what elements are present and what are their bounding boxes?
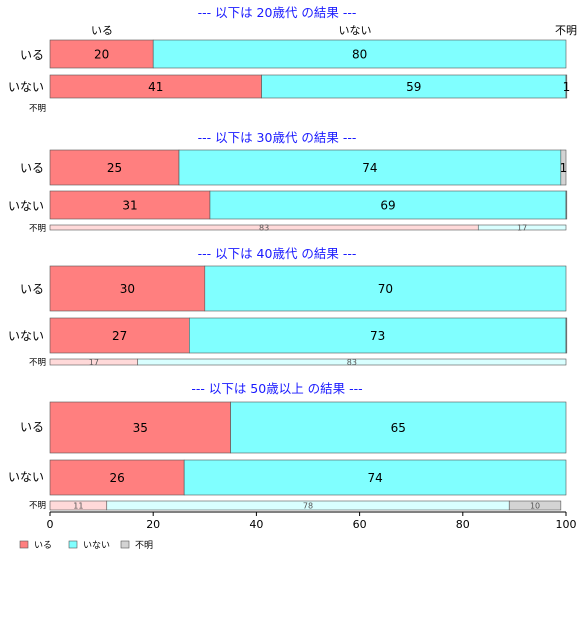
data-label: 26 — [109, 471, 124, 485]
x-tick-label: 20 — [146, 518, 160, 531]
bar-segment-不明 — [508, 500, 562, 511]
row-label: いる — [20, 282, 44, 296]
data-label: 30 — [120, 282, 135, 296]
top-axis-label: いる — [91, 24, 113, 37]
data-label: 83 — [347, 358, 357, 367]
legend-swatch — [120, 540, 130, 549]
legend-label: 不明 — [135, 540, 153, 551]
panel-title: --- 以下は 40歳代 の結果 --- — [198, 246, 357, 261]
data-label: 35 — [133, 421, 148, 435]
data-label: 65 — [391, 421, 406, 435]
row-label: いる — [20, 161, 44, 175]
data-label: 74 — [362, 161, 377, 175]
bar-segment-いる — [49, 149, 180, 186]
bar-segment-いない — [204, 265, 567, 312]
data-label: 31 — [122, 198, 137, 212]
row-label: 不明 — [29, 224, 46, 234]
data-label: 83 — [259, 223, 269, 232]
top-axis-label: 不明 — [555, 24, 577, 37]
legend-swatch — [19, 540, 29, 549]
bar-segment-いない — [477, 224, 567, 231]
top-axis-label: いない — [339, 24, 372, 37]
bar-segment-いない — [152, 39, 567, 69]
legend-swatch — [68, 540, 78, 549]
row-label: いる — [20, 48, 44, 62]
bar-segment-いない — [189, 317, 567, 354]
data-label: 70 — [378, 282, 393, 296]
data-label: 78 — [303, 501, 313, 510]
data-label: 74 — [367, 471, 382, 485]
bar-segment-いない — [209, 190, 567, 220]
panel-title: --- 以下は 30歳代 の結果 --- — [198, 130, 357, 145]
data-label: 27 — [112, 329, 127, 343]
bar-segment-いる — [49, 39, 154, 69]
bar-segment-不明 — [565, 74, 568, 99]
bar-segment-不明 — [565, 317, 568, 354]
bar-segment-いる — [49, 459, 185, 496]
row-label: いない — [8, 80, 44, 94]
bar-segment-いる — [49, 265, 206, 312]
legend-label: いない — [83, 540, 110, 551]
data-label: 17 — [89, 358, 99, 367]
row-label: いない — [8, 470, 44, 484]
x-tick-label: 100 — [556, 518, 577, 531]
x-tick-label: 80 — [456, 518, 470, 531]
data-label: 11 — [73, 501, 83, 510]
bar-segment-いない — [137, 358, 567, 366]
data-label: 80 — [352, 47, 367, 61]
data-label: 1 — [563, 80, 571, 94]
data-label: 17 — [517, 223, 527, 232]
x-tick-label: 0 — [47, 518, 54, 531]
legend-label: いる — [34, 540, 52, 551]
data-label: 73 — [370, 329, 385, 343]
panel-title: --- 以下は 50歳以上 の結果 --- — [191, 381, 362, 396]
data-label: 20 — [94, 47, 109, 61]
bar-segment-いない — [230, 401, 567, 454]
data-label: 59 — [406, 80, 421, 94]
bar-segment-不明 — [560, 149, 567, 186]
bar-segment-いる — [49, 317, 190, 354]
data-label: 69 — [380, 198, 395, 212]
x-tick-label: 60 — [353, 518, 367, 531]
bar-segment-いない — [183, 459, 567, 496]
row-label: 不明 — [29, 104, 46, 114]
panel-title: --- 以下は 20歳代 の結果 --- — [198, 5, 357, 20]
bar-segment-いない — [178, 149, 562, 186]
row-label: いる — [20, 420, 44, 434]
row-label: 不明 — [29, 358, 46, 368]
bar-segment-いる — [49, 401, 231, 454]
data-label: 25 — [107, 161, 122, 175]
row-label: 不明 — [29, 501, 46, 511]
bar-segment-不明 — [565, 190, 568, 220]
row-label: いない — [8, 199, 44, 213]
data-label: 1 — [560, 161, 568, 175]
x-tick-label: 40 — [249, 518, 263, 531]
bar-segment-いる — [49, 190, 211, 220]
data-label: 41 — [148, 80, 163, 94]
data-label: 10 — [530, 501, 540, 510]
row-label: いない — [8, 329, 44, 343]
